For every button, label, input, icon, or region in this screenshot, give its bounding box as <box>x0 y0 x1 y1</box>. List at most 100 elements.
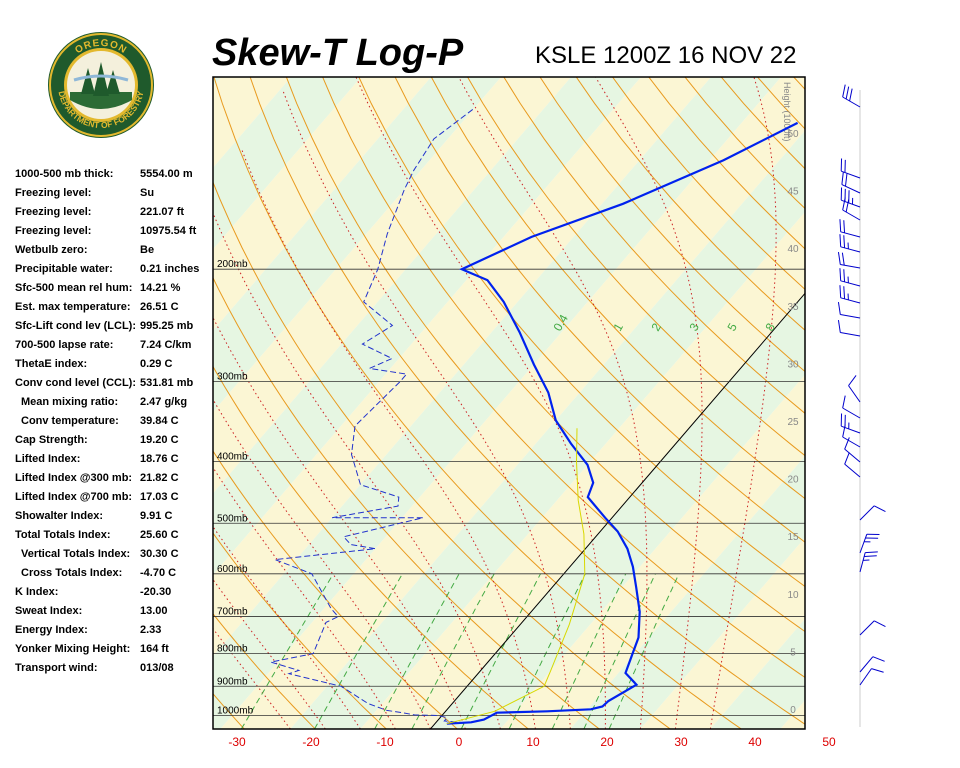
mixing-ratio-line <box>314 573 403 729</box>
sounding-profiles <box>270 108 799 725</box>
index-row: 1000-500 mb thick: 5554.00 m <box>15 168 215 187</box>
isotherm-band <box>839 48 960 742</box>
index-label: Wetbulb zero: <box>15 244 88 256</box>
station-time-label: KSLE 1200Z 16 NOV 22 <box>535 42 797 69</box>
wind-barb-staff <box>859 620 875 636</box>
mixing-ratio-line <box>608 573 680 729</box>
wind-barb-staff <box>842 407 861 419</box>
wind-barb-flag <box>844 452 850 465</box>
isobar-label: 500mb <box>217 513 248 524</box>
index-value: -4.70 C <box>140 567 177 579</box>
dry-adiabat <box>213 180 672 729</box>
wind-barb-flag <box>843 235 846 248</box>
index-label: Sfc-500 mean rel hum: <box>15 282 133 294</box>
wind-barb-flag <box>842 84 846 98</box>
index-label: Precipitable water: <box>15 263 113 275</box>
wind-barb-staff <box>842 96 861 108</box>
index-row: Sfc-Lift cond lev (LCL): 995.25 mb <box>15 320 215 339</box>
wind-barb <box>840 158 861 179</box>
wind-barb-flag <box>843 286 846 299</box>
wind-barb-staff <box>840 246 861 253</box>
dry-adiabat <box>358 77 805 588</box>
wind-barb-flag <box>873 620 886 627</box>
dry-adiabat <box>394 77 805 543</box>
wind-barb-panel <box>837 84 886 727</box>
isotherm-band <box>500 374 805 729</box>
wind-barb-flag <box>848 375 857 386</box>
index-value: 995.25 mb <box>140 320 194 332</box>
index-value: 21.82 C <box>140 472 179 484</box>
grid-lines <box>213 77 805 729</box>
index-row: Freezing level: 221.07 ft <box>15 206 215 225</box>
index-row: ThetaE index: 0.29 C <box>15 358 215 377</box>
index-row: Freezing level: 10975.54 ft <box>15 225 215 244</box>
wind-barb-flag <box>845 199 850 213</box>
wind-barb-flag <box>844 437 850 450</box>
index-value: 531.81 mb <box>140 377 194 389</box>
wind-barb-flag <box>845 173 848 187</box>
wind-barb-flag <box>872 656 885 662</box>
wind-barb <box>842 84 861 108</box>
wind-barb-staff <box>859 552 866 573</box>
index-label: Total Totals Index: <box>15 529 111 541</box>
height-tick-label: 0 <box>790 705 796 716</box>
wind-barb-staff <box>859 656 874 673</box>
height-tick-label: 5 <box>790 647 796 658</box>
isotherm-band <box>213 77 222 87</box>
index-row: Cross Totals Index: -4.70 C <box>15 567 215 586</box>
wind-barb <box>837 319 861 337</box>
chart-title: Skew-T Log-P <box>212 32 464 74</box>
index-label: Vertical Totals Index: <box>21 548 131 560</box>
wind-barb-flag <box>837 301 841 315</box>
index-value: 5554.00 m <box>140 168 193 180</box>
index-value: 30.30 C <box>140 548 179 560</box>
index-row: Energy Index: 2.33 <box>15 624 215 643</box>
mixing-ratio-line <box>411 573 495 729</box>
index-label: 700-500 lapse rate: <box>15 339 114 351</box>
wind-barb <box>841 171 861 194</box>
index-value: 0.29 C <box>140 358 173 370</box>
mixing-ratio-line <box>460 573 541 729</box>
index-value: 26.51 C <box>140 301 179 313</box>
index-row: Precipitable water: 0.21 inches <box>15 263 215 282</box>
wind-barb-staff <box>841 170 861 179</box>
index-value: 9.91 C <box>140 510 173 522</box>
index-value: 18.76 C <box>140 453 179 465</box>
wind-barb-flag <box>841 171 844 185</box>
wind-barb <box>848 375 861 403</box>
isotherm-band <box>290 130 805 729</box>
isotherm-band <box>213 77 432 331</box>
isobar-label: 900mb <box>217 676 248 687</box>
moist-adiabat <box>709 77 777 729</box>
zero-isotherm <box>429 292 805 729</box>
index-row: Sfc-500 mean rel hum: 14.21 % <box>15 282 215 301</box>
oregon-dept-forestry-logo: OREGON DEPARTMENT OF FORESTRY <box>46 30 156 140</box>
wind-barb <box>839 268 861 287</box>
index-value: 25.60 C <box>140 529 179 541</box>
wind-barb-flag <box>864 555 877 558</box>
moist-adiabat <box>241 149 536 729</box>
height-tick-label: 25 <box>787 417 799 428</box>
index-value: 10975.54 ft <box>140 225 197 237</box>
isotherm-band <box>220 77 805 729</box>
index-row: Cap Strength: 19.20 C <box>15 434 215 453</box>
temperature-tick-label: 50 <box>822 735 836 749</box>
height-tick-label: 15 <box>787 532 799 543</box>
plot-border <box>212 76 806 730</box>
wind-barb-flag <box>841 252 845 266</box>
index-label: Mean mixing ratio: <box>21 396 119 408</box>
isotherm-band <box>213 77 362 250</box>
dry-adiabat <box>285 77 805 678</box>
index-value: -20.30 <box>140 586 172 598</box>
index-value: 0.21 inches <box>140 263 200 275</box>
wind-barb <box>837 251 861 269</box>
index-label: Transport wind: <box>15 662 98 674</box>
index-label: Conv cond level (CCL): <box>15 377 137 389</box>
wind-barb <box>859 551 878 573</box>
wind-barb <box>842 424 861 448</box>
wind-barb-staff <box>840 297 861 304</box>
wind-barb-flag <box>839 234 842 247</box>
moist-adiabat <box>595 77 703 729</box>
index-value: 2.33 <box>140 624 162 636</box>
isobar-label: 800mb <box>217 644 248 655</box>
